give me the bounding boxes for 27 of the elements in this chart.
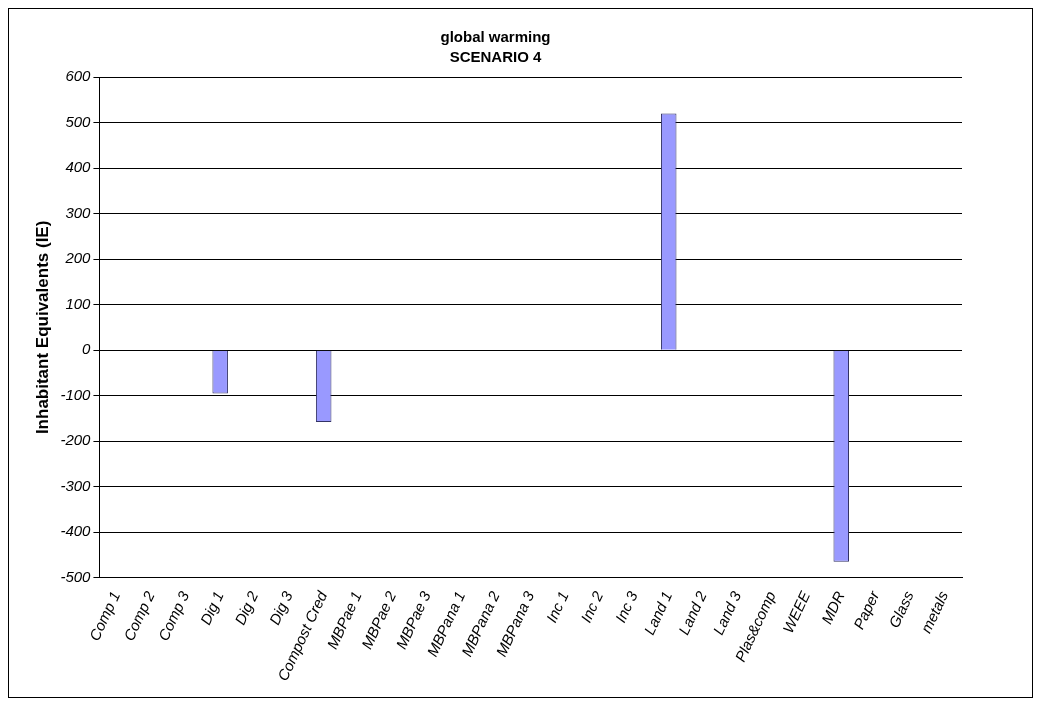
x-tick-label: metals bbox=[917, 587, 952, 636]
x-tick-label: Glass bbox=[885, 587, 917, 631]
x-tick-label: Land 2 bbox=[674, 587, 710, 638]
y-tick-label: 0 bbox=[82, 340, 92, 358]
x-tick-label: Dig 3 bbox=[265, 587, 296, 628]
y-tick-label: 400 bbox=[65, 158, 92, 176]
chart-subtitle: SCENARIO 4 bbox=[449, 48, 542, 66]
y-tick-label: -400 bbox=[60, 522, 92, 540]
x-tick-label: Paper bbox=[849, 587, 883, 632]
y-tick-label: -300 bbox=[60, 476, 92, 494]
y-tick-label: -200 bbox=[60, 431, 92, 449]
x-tick-label: Inc 2 bbox=[577, 587, 607, 626]
x-tick-label: Inc 3 bbox=[611, 587, 641, 626]
x-tick-label: MDR bbox=[817, 588, 848, 627]
y-tick-label: 600 bbox=[65, 67, 92, 85]
y-tick-label: -500 bbox=[60, 567, 92, 585]
y-tick-label: 300 bbox=[65, 203, 92, 221]
y-tick-label: 500 bbox=[65, 112, 92, 130]
x-tick-label: Land 1 bbox=[640, 588, 676, 638]
x-tick-label: Inc 1 bbox=[542, 588, 572, 626]
y-tick-label: -100 bbox=[60, 385, 92, 403]
x-tick-label: Dig 1 bbox=[196, 588, 227, 628]
y-tick-label: 100 bbox=[65, 294, 92, 312]
x-tick-label: Dig 2 bbox=[230, 587, 262, 628]
chart-title: global warming bbox=[440, 28, 551, 46]
y-tick-label: 200 bbox=[64, 249, 92, 267]
y-axis-title: Inhabitant Equivalents (IE) bbox=[32, 220, 52, 435]
